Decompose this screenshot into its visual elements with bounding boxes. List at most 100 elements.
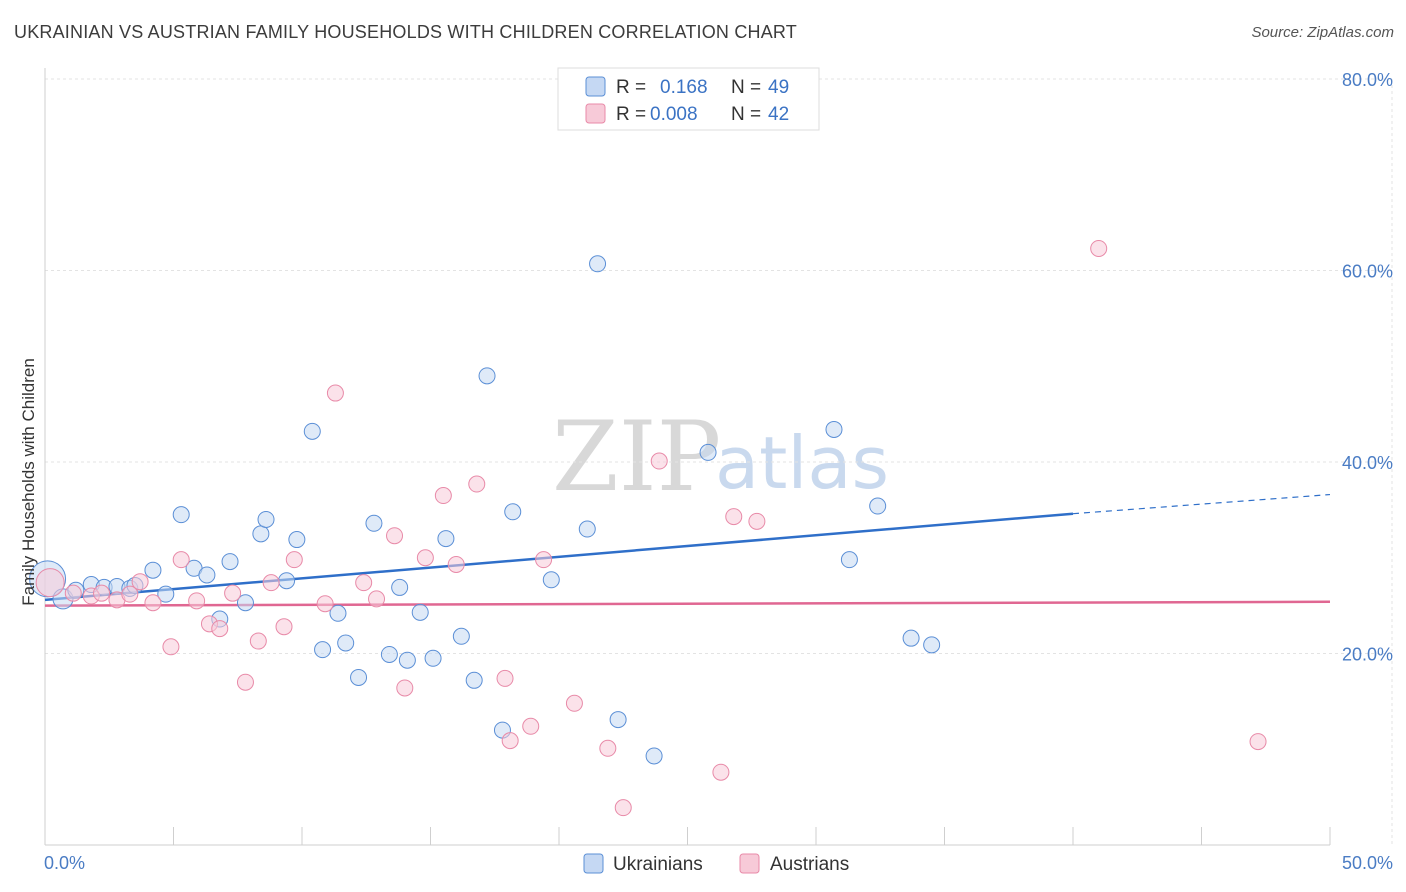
bottom-legend-austrians: Austrians (770, 854, 849, 875)
legend-r-label-ukrainians: R = (616, 77, 646, 98)
point-austrians (355, 574, 373, 592)
legend-n-label-austrians: N = (731, 104, 761, 125)
legend-n-value-ukrainians: 49 (768, 77, 789, 98)
point-ukrainians (221, 553, 239, 571)
point-austrians (1090, 239, 1108, 257)
legend-r-value-ukrainians: 0.168 (660, 77, 708, 98)
y-tick-label: 80.0% (1342, 70, 1393, 90)
point-austrians (396, 679, 414, 697)
legend-n-label-ukrainians: N = (731, 77, 761, 98)
point-ukrainians (314, 641, 332, 659)
legend-r-label-austrians: R = (616, 104, 646, 125)
point-austrians (162, 638, 180, 656)
legend: R = 0.168 N = 49 R = 0.008 N = 42 (557, 67, 820, 131)
point-austrians (386, 527, 404, 545)
point-ukrainians (288, 531, 306, 549)
point-ukrainians (411, 603, 429, 621)
point-austrians (172, 551, 190, 569)
legend-r-value-austrians: 0.008 (650, 104, 698, 125)
point-ukrainians (380, 645, 398, 663)
point-ukrainians (609, 711, 627, 729)
point-austrians (1249, 733, 1267, 751)
point-austrians (285, 551, 303, 569)
point-austrians (144, 594, 162, 612)
chart-title: UKRAINIAN VS AUSTRIAN FAMILY HOUSEHOLDS … (14, 22, 797, 42)
point-ukrainians (645, 747, 663, 765)
bottom-legend-ukrainians: Ukrainians (613, 854, 703, 875)
point-austrians (368, 590, 386, 608)
axes (44, 68, 1331, 846)
bottom-legend: Ukrainians Austrians (583, 853, 849, 875)
point-ukrainians (303, 422, 321, 440)
x-tick-label-end: 50.0% (1342, 853, 1393, 873)
legend-n-value-austrians: 42 (768, 104, 789, 125)
trend-line-ukrainians-extension (1072, 493, 1331, 515)
point-ukrainians (278, 572, 296, 590)
legend-swatch-ukrainians (585, 76, 606, 97)
point-ukrainians (437, 530, 455, 548)
point-austrians (236, 673, 254, 691)
point-ukrainians (198, 566, 216, 584)
point-ukrainians (825, 420, 843, 438)
point-ukrainians (236, 594, 254, 612)
y-tick-label: 40.0% (1342, 453, 1393, 473)
y-axis-label: Family Households with Children (19, 358, 38, 606)
point-austrians (131, 573, 149, 591)
point-ukrainians (589, 255, 607, 273)
point-austrians (614, 799, 632, 817)
point-austrians (599, 739, 617, 757)
point-austrians (434, 487, 452, 505)
point-austrians (249, 632, 267, 650)
point-austrians (121, 585, 139, 603)
point-austrians (725, 508, 743, 526)
point-ukrainians (398, 651, 416, 669)
watermark-atlas: atlas (715, 421, 889, 505)
point-austrians (316, 595, 334, 613)
bottom-legend-swatch-austrians (739, 853, 760, 874)
point-austrians (35, 568, 65, 598)
point-austrians (275, 618, 293, 636)
trend-line-ukrainians (44, 512, 1074, 602)
point-austrians (535, 551, 553, 569)
point-ukrainians (257, 510, 275, 528)
point-austrians (224, 584, 242, 602)
point-ukrainians (923, 636, 941, 654)
point-austrians (447, 555, 465, 573)
point-austrians (522, 717, 540, 735)
point-ukrainians (172, 506, 190, 524)
point-ukrainians (542, 571, 560, 589)
point-austrians (93, 584, 111, 602)
point-ukrainians (144, 561, 162, 579)
point-ukrainians (465, 671, 483, 689)
x-tick-label-start: 0.0% (44, 853, 85, 873)
point-ukrainians (329, 604, 347, 622)
point-ukrainians (252, 525, 270, 543)
point-austrians (748, 512, 766, 530)
trend-lines (44, 493, 1331, 607)
point-ukrainians (391, 578, 409, 596)
point-austrians (188, 592, 206, 610)
bottom-legend-swatch-ukrainians (583, 853, 604, 874)
y-tick-label: 60.0% (1342, 262, 1393, 282)
point-austrians (416, 549, 434, 567)
legend-swatch-austrians (585, 103, 606, 124)
point-austrians (496, 669, 514, 687)
point-ukrainians (840, 551, 858, 569)
point-ukrainians (902, 629, 920, 647)
point-austrians (262, 574, 280, 592)
source-label: Source: ZipAtlas.com (1251, 24, 1394, 41)
point-ukrainians (424, 649, 442, 667)
point-austrians (211, 620, 229, 638)
point-ukrainians (157, 585, 175, 603)
point-austrians (712, 763, 730, 781)
point-ukrainians (365, 514, 383, 532)
point-ukrainians (350, 668, 368, 686)
point-ukrainians (699, 443, 717, 461)
watermark-zip: ZIP (552, 401, 721, 513)
point-ukrainians (504, 503, 522, 521)
point-ukrainians (337, 634, 355, 652)
point-austrians (64, 584, 82, 602)
point-austrians (565, 694, 583, 712)
point-austrians (326, 384, 344, 402)
